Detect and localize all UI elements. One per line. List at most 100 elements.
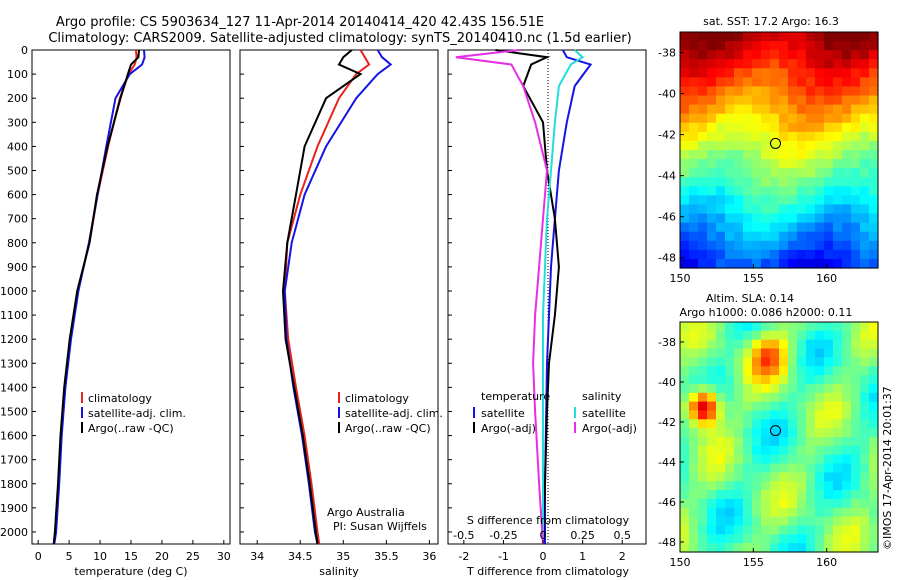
p-sst-xtick-label-2: 160 [816, 272, 837, 285]
p-sst-float-marker [769, 137, 781, 149]
p-sla-cell [833, 498, 843, 509]
p-sst-cell [707, 258, 717, 269]
p-sst-cell [824, 95, 834, 106]
p-sst-cell [824, 231, 834, 242]
p-sst-cell [833, 231, 843, 242]
p-sst-cell [752, 77, 762, 88]
p-sla-cell [752, 481, 762, 491]
p-sla-cell [851, 490, 861, 500]
p-sst-cell [779, 213, 789, 224]
p-sla-cell [806, 437, 816, 447]
p-sst-cell [824, 240, 834, 251]
p-sla-cell [743, 392, 753, 403]
p-sla-cell [707, 392, 717, 403]
p-sst-cell [725, 131, 735, 142]
p-sla-cell [779, 463, 789, 473]
p-sla-cell [770, 507, 780, 518]
p-sst-cell [815, 222, 825, 233]
p-sla-cell [707, 534, 717, 544]
p-sst-cell [770, 113, 780, 124]
p-sst-cell [761, 104, 771, 115]
p-sla-cell [869, 357, 879, 367]
p-sla-cell [680, 534, 690, 544]
p-sst-cell [869, 95, 879, 106]
p-sla-cell [698, 366, 708, 376]
p-sla-cell [698, 437, 708, 447]
p-sst-cell [860, 258, 870, 269]
p-sla-cell [842, 445, 852, 456]
p-sla-cell [815, 525, 825, 535]
p-sla-cell [788, 543, 798, 553]
p-sst-cell [851, 104, 861, 115]
p-sla-cell [761, 366, 771, 376]
p-sla-cell [752, 534, 762, 544]
p-sla-cell [698, 322, 708, 332]
p-sst-cell [833, 131, 843, 142]
p-sst-cell [842, 41, 852, 51]
diff-legend-left-label-0: satellite [481, 407, 525, 420]
p-sla-cell [716, 498, 726, 509]
p-sst-cell [725, 204, 735, 215]
p-sst-cell [815, 59, 825, 69]
p-sst-cell [779, 150, 789, 160]
p-sst-cell [761, 186, 771, 196]
p-sla-cell [842, 322, 852, 332]
p-sla-cell [752, 490, 762, 500]
depth-tick-label-18: 1800 [0, 478, 28, 491]
p-temp-xtick-label-4: 20 [155, 550, 169, 563]
p-sla-cell [734, 419, 744, 429]
p-temp-legend-label-2: Argo(..raw -QC) [88, 422, 174, 435]
p-sst-xtick-label-1: 155 [743, 272, 764, 285]
p-sst-cell [680, 86, 690, 97]
p-sla-cell [815, 383, 825, 394]
p-sst-cell [770, 159, 780, 169]
p-sst-ytick-label-5: -48 [658, 252, 676, 265]
p-sst-cell [815, 231, 825, 242]
p-sst-cell [770, 122, 780, 133]
p-sla-cell [824, 507, 834, 518]
p-sst-cell [842, 77, 852, 88]
p-sst-cell [689, 204, 699, 215]
p-sst-cell [725, 231, 735, 242]
p-sst-cell [761, 231, 771, 242]
p-sla-cell [869, 525, 879, 535]
p-sst-cell [824, 186, 834, 196]
p-sst-cell [680, 177, 690, 187]
p-sal-legend-label-0: climatology [345, 392, 409, 405]
p-sst-cell [860, 104, 870, 115]
title-line-1: Argo profile: CS 5903634_127 11-Apr-2014… [56, 15, 544, 30]
p-sla-cell [689, 525, 699, 535]
p-sla-cell [707, 472, 717, 482]
p-sla-cell [806, 463, 816, 473]
p-sla-cell [707, 401, 717, 412]
p-sst-cell [725, 68, 735, 78]
p-sla-cell [680, 437, 690, 447]
p-sst-cell [743, 150, 753, 160]
p-sst-cell [680, 231, 690, 242]
p-sla-cell [788, 516, 798, 527]
p-sst-cell [824, 150, 834, 160]
p-sla-cell [806, 401, 816, 412]
diff-stick-label-0: -0.5 [453, 529, 474, 542]
p-sla-cell [743, 330, 753, 341]
p-sst-cell [734, 41, 744, 51]
p-sst-cell [806, 50, 816, 60]
p-sal-xtick-label-2: 35 [336, 550, 350, 563]
p-sla-cell [725, 454, 735, 465]
sla-map-title-1: Altim. SLA: 0.14 [706, 292, 794, 305]
difference-xlabel: T difference from climatology [466, 565, 629, 578]
p-sal-xtick-label-4: 36 [422, 550, 436, 563]
p-sla-cell [698, 445, 708, 456]
p-sst-cell [734, 77, 744, 88]
p-sst-cell [761, 177, 771, 187]
p-sla-cell [743, 472, 753, 482]
p-sst-cell [689, 140, 699, 151]
p-sla-cell [842, 543, 852, 553]
p-sla-cell [788, 348, 798, 358]
p-sla-cell [770, 401, 780, 412]
p-sst-cell [797, 32, 807, 42]
p-sst-cell [824, 177, 834, 187]
p-sla-cell [680, 401, 690, 412]
p-sst-cell [860, 131, 870, 142]
p-sla-cell [716, 375, 726, 385]
